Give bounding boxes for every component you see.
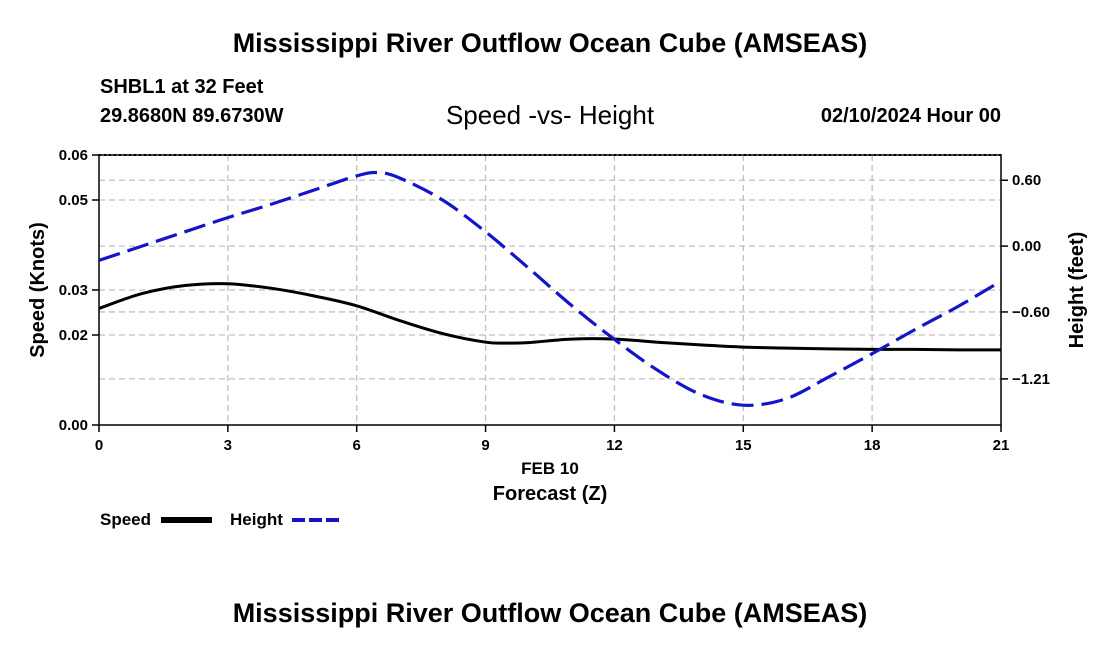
- x-tick-label: 3: [224, 437, 232, 454]
- speed-data-point: [270, 288, 271, 289]
- height-data-point: [743, 405, 744, 406]
- y-axis-left-label: Speed (Knots): [27, 222, 49, 358]
- speed-data-point: [506, 343, 507, 344]
- height-data-point: [356, 175, 357, 176]
- height-data-point: [872, 353, 873, 354]
- speed-data-point: [657, 342, 658, 343]
- height-data-point: [957, 306, 958, 307]
- height-data-point: [227, 217, 228, 218]
- height-data-point: [786, 398, 787, 399]
- y-left-tick-label: 0.05: [59, 192, 88, 209]
- speed-data-point: [829, 348, 830, 349]
- height-data-point: [399, 177, 400, 178]
- x-axis-label: Forecast (Z): [493, 483, 607, 505]
- y-left-tick-label: 0.00: [59, 417, 88, 434]
- legend: Speed Height: [100, 510, 342, 529]
- y-right-tick-label: −0.60: [1012, 304, 1050, 321]
- speed-data-point: [98, 308, 99, 309]
- y-right-tick-label: −1.21: [1012, 371, 1050, 388]
- speed-data-point: [700, 344, 701, 345]
- x-tick-label: 0: [95, 437, 103, 454]
- height-data-point: [378, 172, 379, 173]
- height-data-point: [700, 394, 701, 395]
- y-left-tick-label: 0.06: [59, 147, 88, 164]
- x-tick-label: 6: [353, 437, 361, 454]
- y-right-tick-label: 0.60: [1012, 172, 1041, 189]
- legend-height-label: Height: [230, 510, 283, 529]
- speed-data-point: [528, 342, 529, 343]
- legend-speed-label: Speed: [100, 510, 151, 529]
- height-data-point: [270, 204, 271, 205]
- speed-data-point: [1000, 349, 1001, 350]
- station-label: SHBL1 at 32 Feet: [100, 76, 264, 98]
- grid: [99, 155, 1001, 425]
- x-date-label: FEB 10: [521, 459, 579, 478]
- y-left-tick-label: 0.02: [59, 327, 88, 344]
- y-right-tick-label: 0.00: [1012, 238, 1041, 255]
- speed-data-point: [571, 339, 572, 340]
- height-series-line: [98, 170, 1002, 407]
- chart-subtitle: Speed -vs- Height: [445, 100, 655, 130]
- height-data-point: [313, 190, 314, 191]
- axis-ticks: 0 3 6 9 12 15 18 21 0.00 0.02 0.03 0.05 0.06 0.60 0.00…: [59, 147, 1050, 454]
- height-data-point: [1000, 281, 1001, 282]
- x-tick-label: 18: [864, 437, 881, 454]
- speed-data-point: [872, 349, 873, 350]
- height-data-point: [98, 260, 99, 261]
- speed-data-point: [184, 285, 185, 286]
- height-data-point: [528, 267, 529, 268]
- speed-data-point: [356, 305, 357, 306]
- main-title: Mississippi River Outflow Ocean Cube (AM…: [232, 28, 868, 58]
- height-data-point: [657, 370, 658, 371]
- height-data-point: [485, 231, 486, 232]
- series: [98, 170, 1002, 407]
- height-data-point: [141, 246, 142, 247]
- y-axis-right-label: Height (feet): [1066, 232, 1088, 349]
- forecast-datetime: 02/10/2024 Hour 00: [820, 105, 1001, 127]
- height-data-point: [829, 376, 830, 377]
- station-coordinates: 29.8680N 89.6730W: [100, 105, 284, 127]
- height-data-point: [184, 231, 185, 232]
- x-tick-label: 12: [606, 437, 623, 454]
- speed-data-point: [786, 348, 787, 349]
- height-data-point: [442, 199, 443, 200]
- x-tick-label: 15: [735, 437, 752, 454]
- speed-data-point: [313, 295, 314, 296]
- speed-data-point: [442, 333, 443, 334]
- speed-data-point: [399, 320, 400, 321]
- bottom-title: Mississippi River Outflow Ocean Cube (AM…: [232, 598, 868, 628]
- speed-data-point: [485, 342, 486, 343]
- speed-series-line: [98, 282, 1001, 352]
- height-data-point: [614, 339, 615, 340]
- x-tick-label: 21: [993, 437, 1010, 454]
- x-tick-label: 9: [481, 437, 489, 454]
- y-left-tick-label: 0.03: [59, 282, 88, 299]
- speed-data-point: [743, 347, 744, 348]
- speed-data-point: [141, 293, 142, 294]
- speed-data-point: [957, 349, 958, 350]
- height-data-point: [571, 305, 572, 306]
- height-data-point: [915, 329, 916, 330]
- speed-data-point: [915, 349, 916, 350]
- speed-height-chart: 0 3 6 9 12 15 18 21 0.00 0.02 0.03 0.05 0.06 0.60 0.00…: [27, 147, 1088, 529]
- speed-data-point: [227, 283, 228, 284]
